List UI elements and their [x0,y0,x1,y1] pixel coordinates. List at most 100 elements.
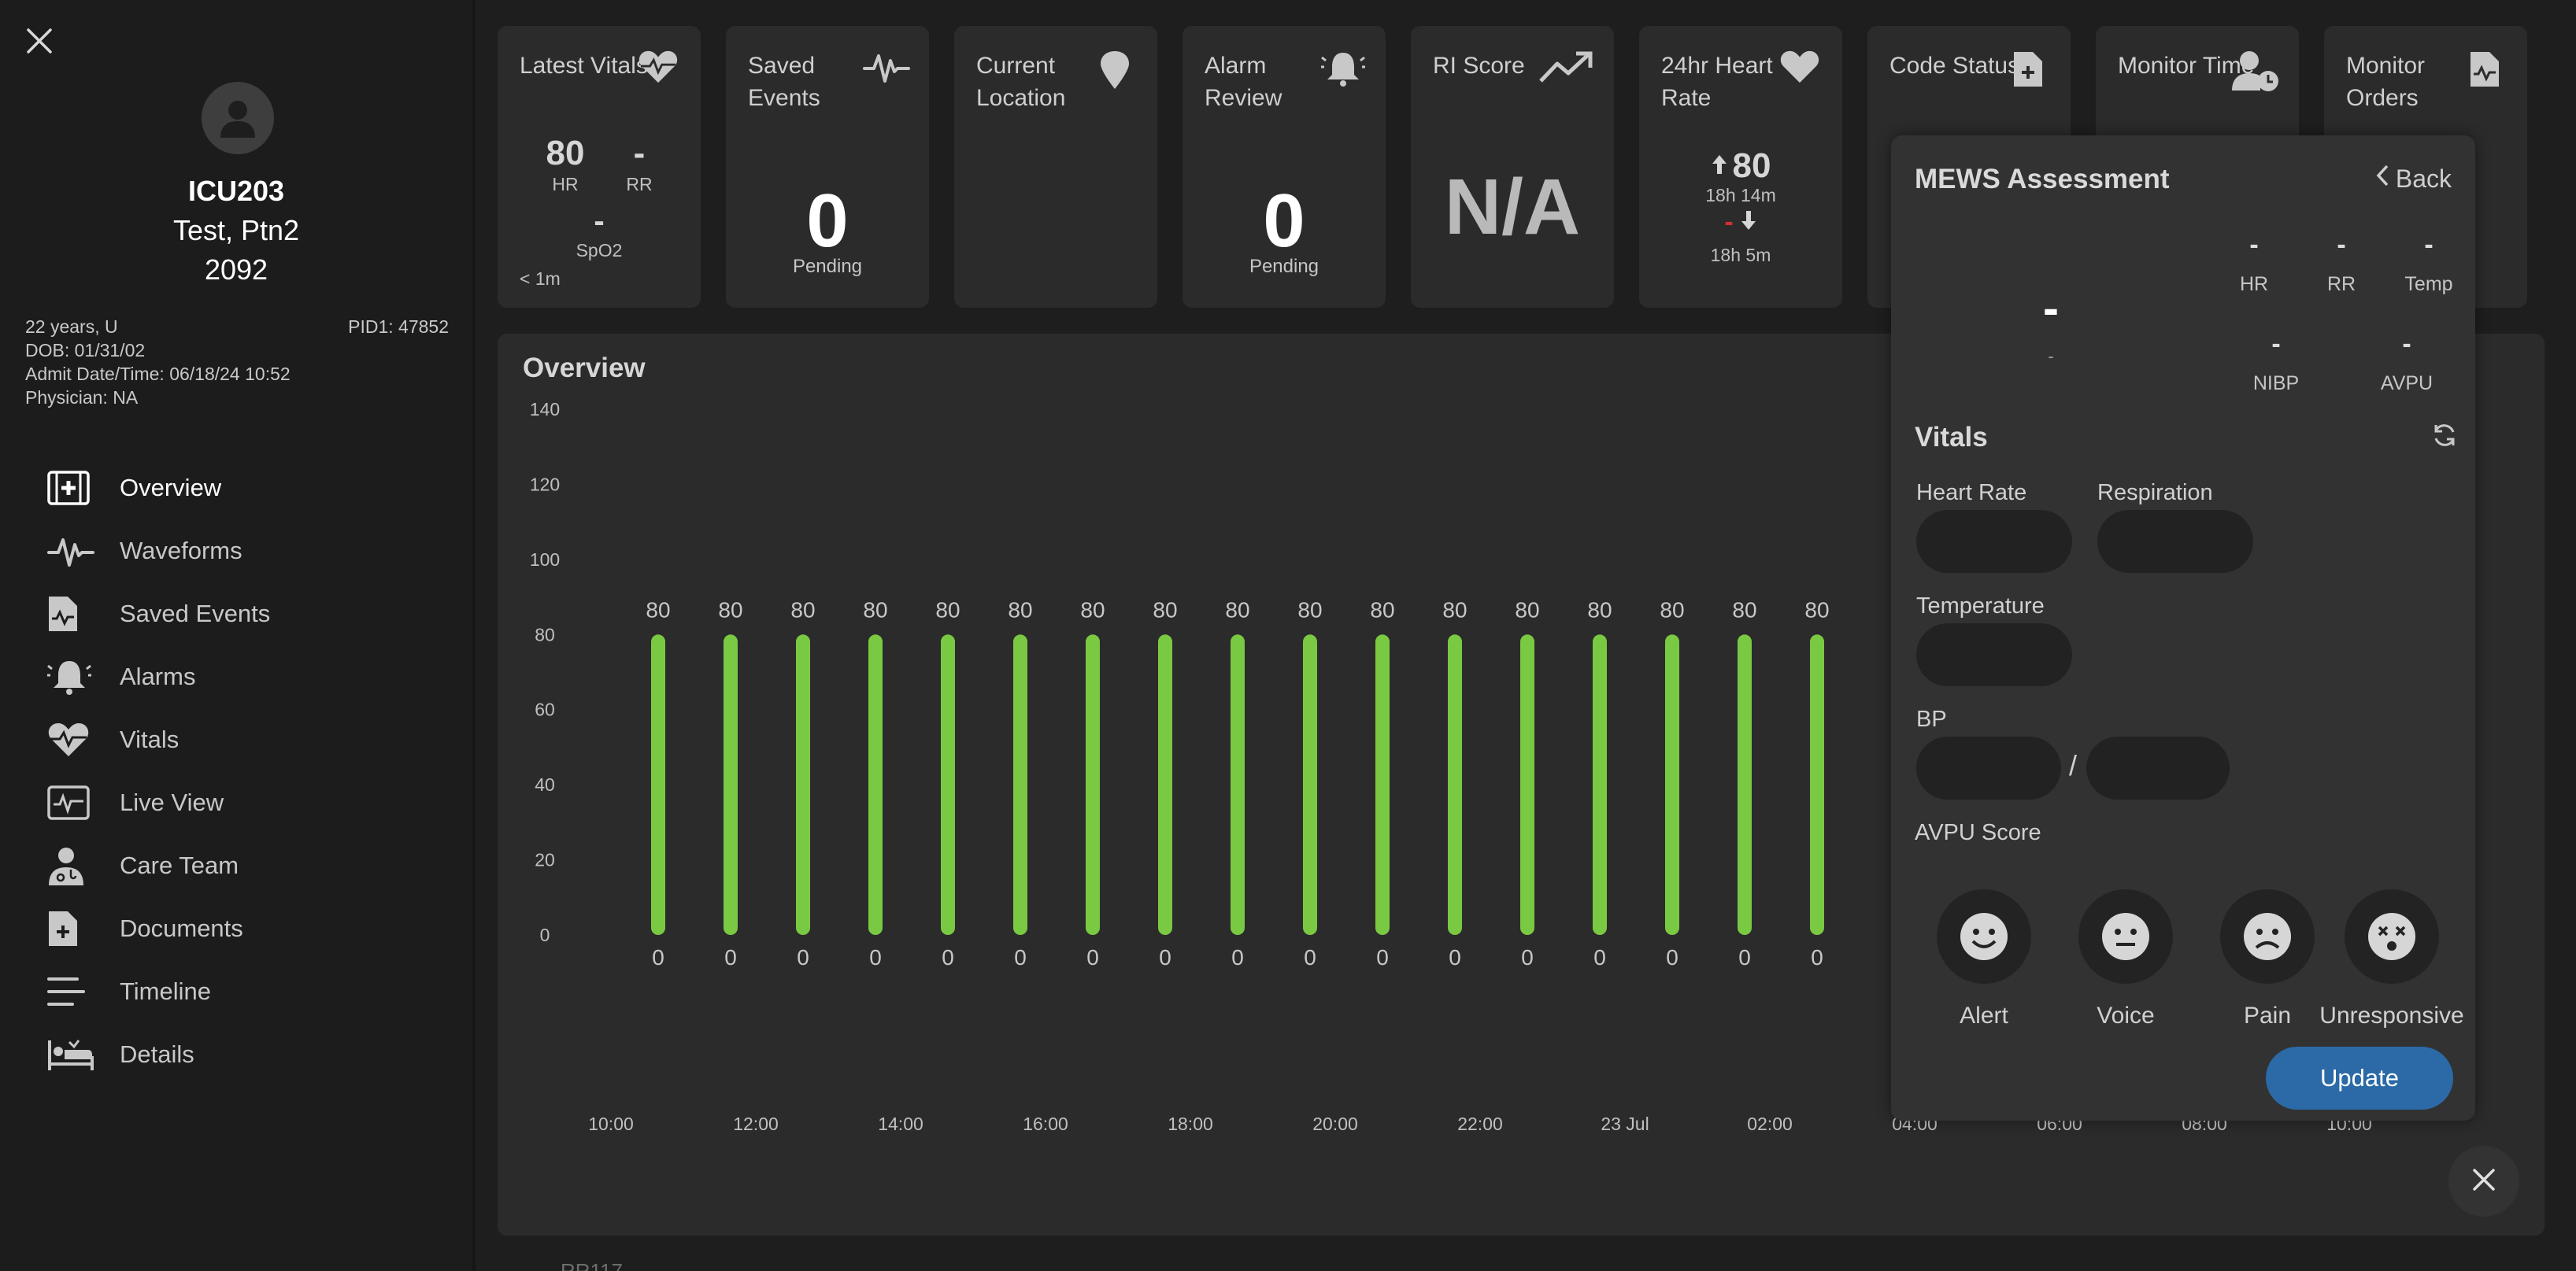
dizzy-face-icon [2345,889,2439,984]
update-button[interactable]: Update [2266,1047,2453,1110]
bp-separator: / [2069,749,2078,781]
avpu-option-pain[interactable]: Pain [2197,889,2338,1029]
bar-value-label: 80 [1153,597,1177,622]
sidebar-item-waveforms[interactable]: Waveforms [47,519,457,582]
mews-avpu: - AVPU [2363,329,2450,395]
neutral-face-icon [2078,889,2173,984]
refresh-icon[interactable] [2431,422,2463,453]
sidebar-item-timeline[interactable]: Timeline [47,960,457,1023]
chart-bar [1013,634,1027,935]
sidebar-item-label: Live View [120,789,224,816]
respiration-input[interactable] [2097,510,2253,573]
bar-min-label: 0 [652,945,664,970]
card-latest-vitals[interactable]: Latest Vitals 80 HR - RR - SpO2 < 1m [498,26,701,308]
rr-value: - [633,134,646,172]
back-button[interactable]: Back [2375,164,2452,194]
sidebar-item-details[interactable]: Details [47,1023,457,1086]
sidebar-item-label: Timeline [120,977,211,1005]
card-title: Alarm Review [1205,53,1282,111]
avpu-option-unresponsive[interactable]: Unresponsive [2313,889,2471,1029]
waveform-icon [861,50,912,100]
trend-up-icon [1537,50,1597,100]
avpu-score-label: AVPU Score [1915,820,2041,845]
mews-score-value: - [2043,282,2059,334]
chart-bar [1303,634,1317,935]
sidebar-item-saved-events[interactable]: Saved Events [47,582,457,645]
vitals-age: < 1m [520,268,561,289]
card-title: RI Score [1433,53,1525,79]
bar-min-label: 0 [1738,945,1751,970]
mews-title: MEWS Assessment [1915,164,2170,194]
sidebar-item-vitals[interactable]: Vitals [47,708,457,771]
hr-max-value: 80 [1732,146,1771,185]
bar-min-label: 0 [1593,945,1606,970]
bp-diastolic-input[interactable] [2086,737,2230,800]
user-clock-icon [2231,50,2282,100]
sidebar-item-live-view[interactable]: Live View [47,771,457,834]
y-tick-label: 80 [535,624,555,645]
card-ri-score[interactable]: RI Score N/A [1411,26,1614,308]
y-tick-label: 140 [530,399,560,419]
sidebar-item-alarms[interactable]: Alarms [47,645,457,708]
hr-min-value: - [1724,207,1734,237]
card-title: Latest Vitals [520,53,648,79]
sidebar-item-documents[interactable]: Documents [47,897,457,960]
hr-min-time: 18h 5m [1710,245,1771,265]
arrow-up-icon [1711,153,1728,179]
mews-score-sub: - [2048,346,2054,366]
x-tick-label: 12:00 [733,1114,779,1134]
mews-assessment-panel: MEWS Assessment Back - - - HR - RR - Tem… [1891,135,2475,1121]
alarm-review-count: 0 [1263,179,1305,263]
card-alarm-review[interactable]: Alarm Review 0 Pending [1183,26,1386,308]
bp-label: BP [1916,707,1947,732]
bar-min-label: 0 [1811,945,1823,970]
bp-systolic-input[interactable] [1916,737,2061,800]
x-tick-label: 14:00 [878,1114,923,1134]
bar-value-label: 80 [718,597,742,622]
bar-value-label: 80 [1660,597,1684,622]
chart-bar [1375,634,1390,935]
bar-value-label: 80 [790,597,815,622]
bar-value-label: 80 [1442,597,1467,622]
y-tick-label: 0 [540,925,550,945]
card-saved-events[interactable]: Saved Events 0 Pending [726,26,929,308]
mews-hr-label: HR [2239,273,2269,295]
card-title: Monitor Orders [2346,53,2426,111]
close-icon [2471,1167,2496,1196]
bell-icon [1318,50,1368,100]
avpu-option-alert[interactable]: Alert [1913,889,2055,1029]
ri-score-value: N/A [1444,163,1581,251]
close-icon[interactable] [19,20,60,61]
patient-dob: DOB: 01/31/02 [25,340,146,360]
temperature-label: Temperature [1916,593,2045,619]
bar-min-label: 0 [1014,945,1027,970]
heart-rate-input[interactable] [1916,510,2072,573]
bar-value-label: 80 [935,597,960,622]
mews-nibp-label: NIBP [2252,372,2300,394]
sidebar-item-care-team[interactable]: Care Team [47,834,457,897]
bed-icon [47,1033,98,1077]
sidebar-item-label: Saved Events [120,600,271,627]
document-plus-icon [2003,50,2053,100]
patient-pid: PID1: 47852 [348,316,449,337]
temperature-input[interactable] [1916,623,2072,686]
card-current-location[interactable]: Current Location [954,26,1157,308]
sidebar-item-overview[interactable]: Overview [47,456,457,519]
chart-bar [1810,634,1824,935]
overview-chart: 0 20 40 60 80 100 120 140 80 0 80 0 80 0 80 0 80 0 80 0 80 0 8… [530,399,2372,1134]
bar-min-label: 0 [1231,945,1244,970]
chart-bar [1738,634,1752,935]
patient-sidebar: ICU203 Test, Ptn2 2092 22 years, U PID1:… [0,0,472,1271]
mews-nibp: - NIBP [2233,329,2319,395]
card-title: Current Location [976,53,1066,111]
x-tick-label: 22:00 [1457,1114,1503,1134]
bar-value-label: 80 [863,597,887,622]
document-wave-icon [47,592,98,636]
smile-face-icon [1937,889,2031,984]
sidebar-item-label: Care Team [120,852,239,879]
mews-temp-value: - [2424,230,2434,260]
card-24hr-heart-rate[interactable]: 24hr Heart Rate 80 18h 14m - 18h 5m [1639,26,1842,308]
avpu-option-voice[interactable]: Voice [2055,889,2197,1029]
monitor-icon [47,781,98,825]
close-panel-button[interactable] [2448,1146,2519,1217]
